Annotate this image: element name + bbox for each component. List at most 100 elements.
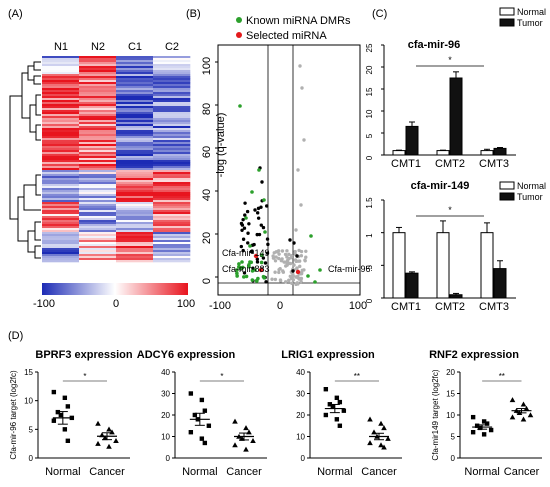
dot-point	[106, 443, 112, 449]
volcano-ytick: 80	[201, 103, 213, 115]
bar-category-label: CMT1	[391, 158, 421, 170]
volcano-point	[300, 268, 304, 272]
volcano-point	[291, 278, 296, 282]
heatmap-cell	[116, 126, 154, 129]
heatmap-cell	[153, 94, 191, 97]
legend-swatch	[499, 7, 515, 16]
bar	[392, 150, 406, 156]
y-tick-label: 15	[446, 390, 455, 399]
heatmap-cell	[79, 70, 117, 73]
heatmap-cell	[116, 200, 154, 203]
heatmap-cell	[153, 248, 191, 251]
heatmap-cell	[79, 196, 117, 199]
heatmap-cell	[79, 190, 117, 193]
heatmap-cell	[153, 98, 191, 101]
heatmap-cell	[79, 74, 117, 77]
dendrogram-branch	[9, 95, 22, 220]
volcano-point	[240, 228, 244, 232]
heatmap-cell	[116, 106, 154, 109]
heatmap-cell	[116, 148, 154, 151]
heatmap-cell	[79, 250, 117, 253]
heatmap-cell	[42, 158, 80, 161]
volcano-point	[261, 256, 266, 260]
heatmap-cell	[116, 178, 154, 181]
heatmap-cell	[79, 124, 117, 127]
heatmap-cell	[153, 90, 191, 93]
colorbar-tick: 100	[177, 298, 195, 310]
heatmap-cell	[42, 240, 80, 243]
dot-point	[232, 418, 238, 424]
volcano-point	[318, 268, 322, 272]
dot-point	[381, 425, 387, 431]
heatmap-cell	[153, 122, 191, 125]
heatmap-cell	[42, 166, 80, 169]
heatmap-cell	[79, 164, 117, 167]
heatmap-cell	[153, 70, 191, 73]
volcano-point	[261, 225, 266, 230]
volcano-annotation: Cfa-mir-96	[328, 264, 370, 274]
heatmap-cell	[42, 76, 80, 79]
heatmap-cell	[116, 146, 154, 149]
bar	[436, 232, 450, 299]
volcano-point	[263, 230, 267, 234]
dendrogram-branch	[35, 124, 41, 141]
dot-point	[381, 444, 387, 450]
heatmap-cell	[116, 64, 154, 67]
heatmap-cell	[79, 206, 117, 209]
volcano-xtick: 0	[277, 300, 283, 312]
heatmap-cell	[153, 110, 191, 113]
legend-label: Tumor	[517, 192, 543, 202]
heatmap-cell	[153, 224, 191, 227]
heatmap-cell	[153, 78, 191, 81]
heatmap-cell	[79, 150, 117, 153]
dot-point	[95, 440, 101, 446]
heatmap-cell	[116, 224, 154, 227]
heatmap-cell	[153, 106, 191, 109]
volcano-annotation: Cfa-mir-883	[222, 264, 270, 274]
heatmap-cell	[79, 116, 117, 119]
heatmap-cell	[116, 116, 154, 119]
heatmap-cell	[42, 88, 80, 91]
heatmap-cell	[153, 256, 191, 259]
dendrogram-branch	[35, 174, 41, 196]
legend-known-marker	[236, 17, 242, 23]
heatmap-cell	[79, 244, 117, 247]
heatmap-cell	[153, 184, 191, 187]
significance-mark: *	[83, 372, 86, 381]
heatmap-cell	[116, 122, 154, 125]
volcano-point	[263, 261, 268, 265]
volcano-point	[243, 213, 247, 217]
heatmap-cell	[42, 230, 80, 233]
heatmap-cell	[42, 160, 80, 163]
heatmap-cell	[116, 254, 154, 257]
bar-category-label: CMT1	[391, 301, 421, 313]
volcano-point	[244, 216, 248, 220]
dot-point	[102, 435, 108, 441]
heatmap-cell	[79, 140, 117, 143]
volcano-point	[273, 270, 277, 274]
volcano-point	[294, 228, 298, 232]
bar-category-label: CMT3	[479, 158, 509, 170]
heatmap-cell	[116, 226, 154, 229]
heatmap-cell	[42, 210, 80, 213]
heatmap-cell	[116, 88, 154, 91]
heatmap-cell	[153, 192, 191, 195]
heatmap-cell	[153, 216, 191, 219]
heatmap-cell	[79, 226, 117, 229]
heatmap-cell	[116, 134, 154, 137]
volcano-point	[238, 104, 242, 108]
dot-point	[51, 418, 57, 423]
heatmap-cell	[116, 96, 154, 99]
heatmap-cell	[79, 238, 117, 241]
volcano-point	[289, 255, 293, 260]
heatmap-cell	[79, 136, 117, 139]
dot-point	[470, 414, 476, 420]
dot-plot-ylabel: Cfa-mir149 target (log2fc)	[431, 369, 440, 460]
dot-point	[330, 404, 336, 409]
heatmap-cell	[116, 260, 154, 263]
dendrogram-branch	[34, 245, 41, 259]
heatmap-cell	[42, 212, 80, 215]
bar	[436, 150, 450, 156]
volcano-xtick: -100	[209, 300, 231, 312]
volcano-point	[256, 216, 261, 220]
